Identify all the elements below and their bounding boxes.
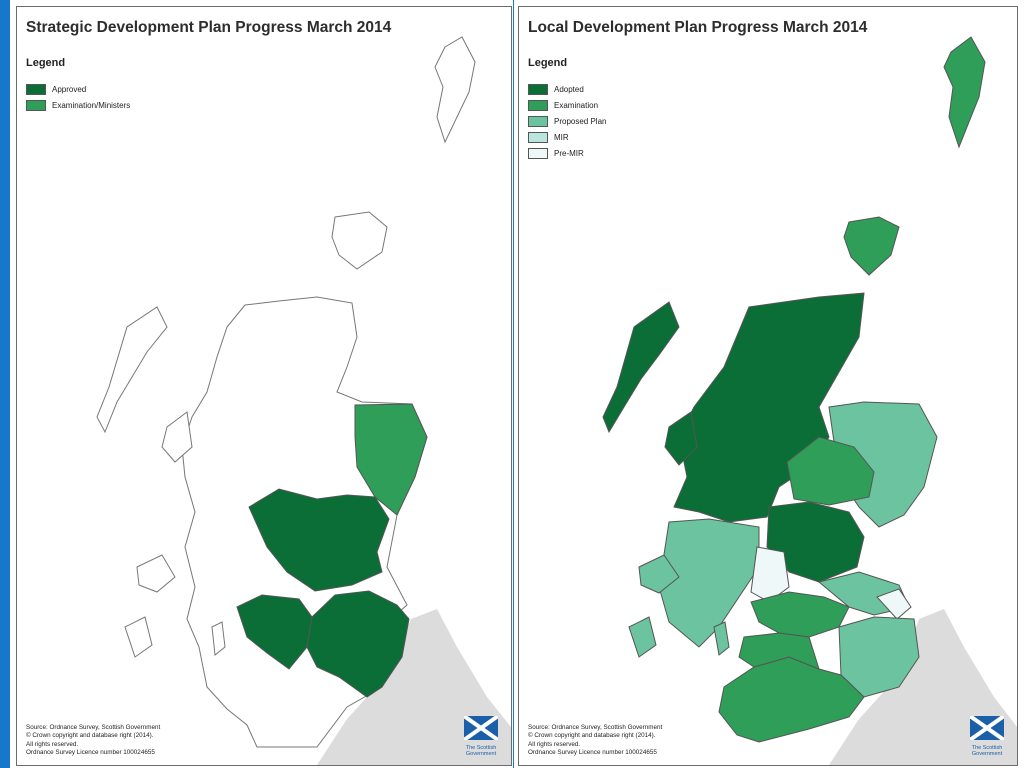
source-line: All rights reserved.	[528, 740, 581, 748]
source-line: Source: Ordnance Survey, Scottish Govern…	[26, 724, 161, 732]
england-area	[317, 609, 511, 765]
legend-swatch	[26, 99, 46, 111]
legend-label: Examination/Ministers	[52, 100, 131, 110]
legend-swatch	[528, 99, 548, 111]
legend-item: Examination/Ministers	[26, 97, 130, 113]
source-line: All rights reserved.	[26, 740, 79, 748]
ldp-orkney	[843, 216, 900, 276]
saltire-icon	[462, 714, 500, 742]
ldp-central-belt	[750, 591, 850, 638]
legend-item: Examination	[528, 97, 606, 113]
legend-label: Proposed Plan	[554, 116, 607, 126]
source-credit: Source: Ordnance Survey, Scottish Govern…	[528, 724, 662, 757]
legend-label: MIR	[554, 132, 569, 142]
page-title: Local Development Plan Progress March 20…	[528, 19, 868, 36]
strategic-plan-map-panel: Strategic Development Plan Progress Marc…	[16, 6, 512, 766]
legend-swatch	[26, 83, 46, 95]
legend-item: Proposed Plan	[528, 113, 606, 129]
sdp-aberdeen-region	[354, 403, 428, 516]
ldp-arran	[713, 621, 730, 656]
sdp-edinburgh-region	[306, 590, 410, 698]
ldp-argyll	[658, 518, 760, 648]
sdp-tay-region	[248, 488, 390, 592]
legend-item: Pre-MIR	[528, 145, 606, 161]
logo-text-line: Government	[971, 751, 1003, 757]
scottish-government-logo: The Scottish Government	[967, 714, 1007, 757]
ldp-skye	[664, 411, 698, 466]
ldp-cairngorms	[786, 436, 875, 506]
ldp-islay	[628, 616, 657, 658]
source-credit: Source: Ordnance Survey, Scottish Govern…	[26, 724, 160, 757]
legend-swatch	[528, 83, 548, 95]
legend-title: Legend	[26, 57, 66, 69]
local-plan-map	[602, 36, 1017, 765]
ldp-mull	[638, 554, 680, 594]
legend: Adopted Examination Proposed Plan MIR Pr…	[528, 81, 606, 161]
logo-text-line: Government	[465, 751, 497, 757]
window-frame-bar	[0, 0, 10, 768]
legend-item: Approved	[26, 81, 130, 97]
orkney-islands	[331, 211, 388, 270]
saltire-icon	[968, 714, 1006, 742]
scottish-government-logo: The Scottish Government	[461, 714, 501, 757]
source-line: Ordnance Survey Licence number 100024655	[528, 748, 657, 756]
legend-label: Pre-MIR	[554, 148, 584, 158]
western-isles	[96, 306, 168, 434]
ldp-ayrshire	[738, 632, 820, 670]
legend-item: Adopted	[528, 81, 606, 97]
legend-label: Examination	[554, 100, 599, 110]
logo-text-line: The Scottish	[971, 745, 1003, 751]
shetland-islands	[434, 36, 476, 144]
arran-island	[211, 621, 226, 656]
source-line: Ordnance Survey Licence number 100024655	[26, 748, 155, 756]
panel-divider	[513, 0, 514, 768]
mull-island	[136, 554, 176, 593]
legend: Approved Examination/Ministers	[26, 81, 130, 113]
legend-title: Legend	[528, 57, 568, 69]
local-plan-map-panel: Local Development Plan Progress March 20…	[518, 6, 1018, 766]
strategic-plan-map	[96, 36, 511, 765]
page-title: Strategic Development Plan Progress Marc…	[26, 19, 392, 36]
legend-label: Approved	[52, 84, 87, 94]
legend-label: Adopted	[554, 84, 584, 94]
ldp-mir-area	[876, 588, 912, 620]
source-line: © Crown copyright and database right (20…	[528, 732, 656, 740]
islay-island	[124, 616, 153, 658]
source-line: Source: Ordnance Survey, Scottish Govern…	[528, 724, 663, 732]
logo-text-line: The Scottish	[465, 745, 497, 751]
legend-item: MIR	[528, 129, 606, 145]
ldp-shetland	[943, 36, 986, 149]
ldp-western-isles	[602, 301, 680, 434]
legend-swatch	[528, 147, 548, 159]
skye-island	[161, 411, 193, 463]
legend-swatch	[528, 115, 548, 127]
source-line: © Crown copyright and database right (20…	[26, 732, 154, 740]
legend-swatch	[528, 131, 548, 143]
